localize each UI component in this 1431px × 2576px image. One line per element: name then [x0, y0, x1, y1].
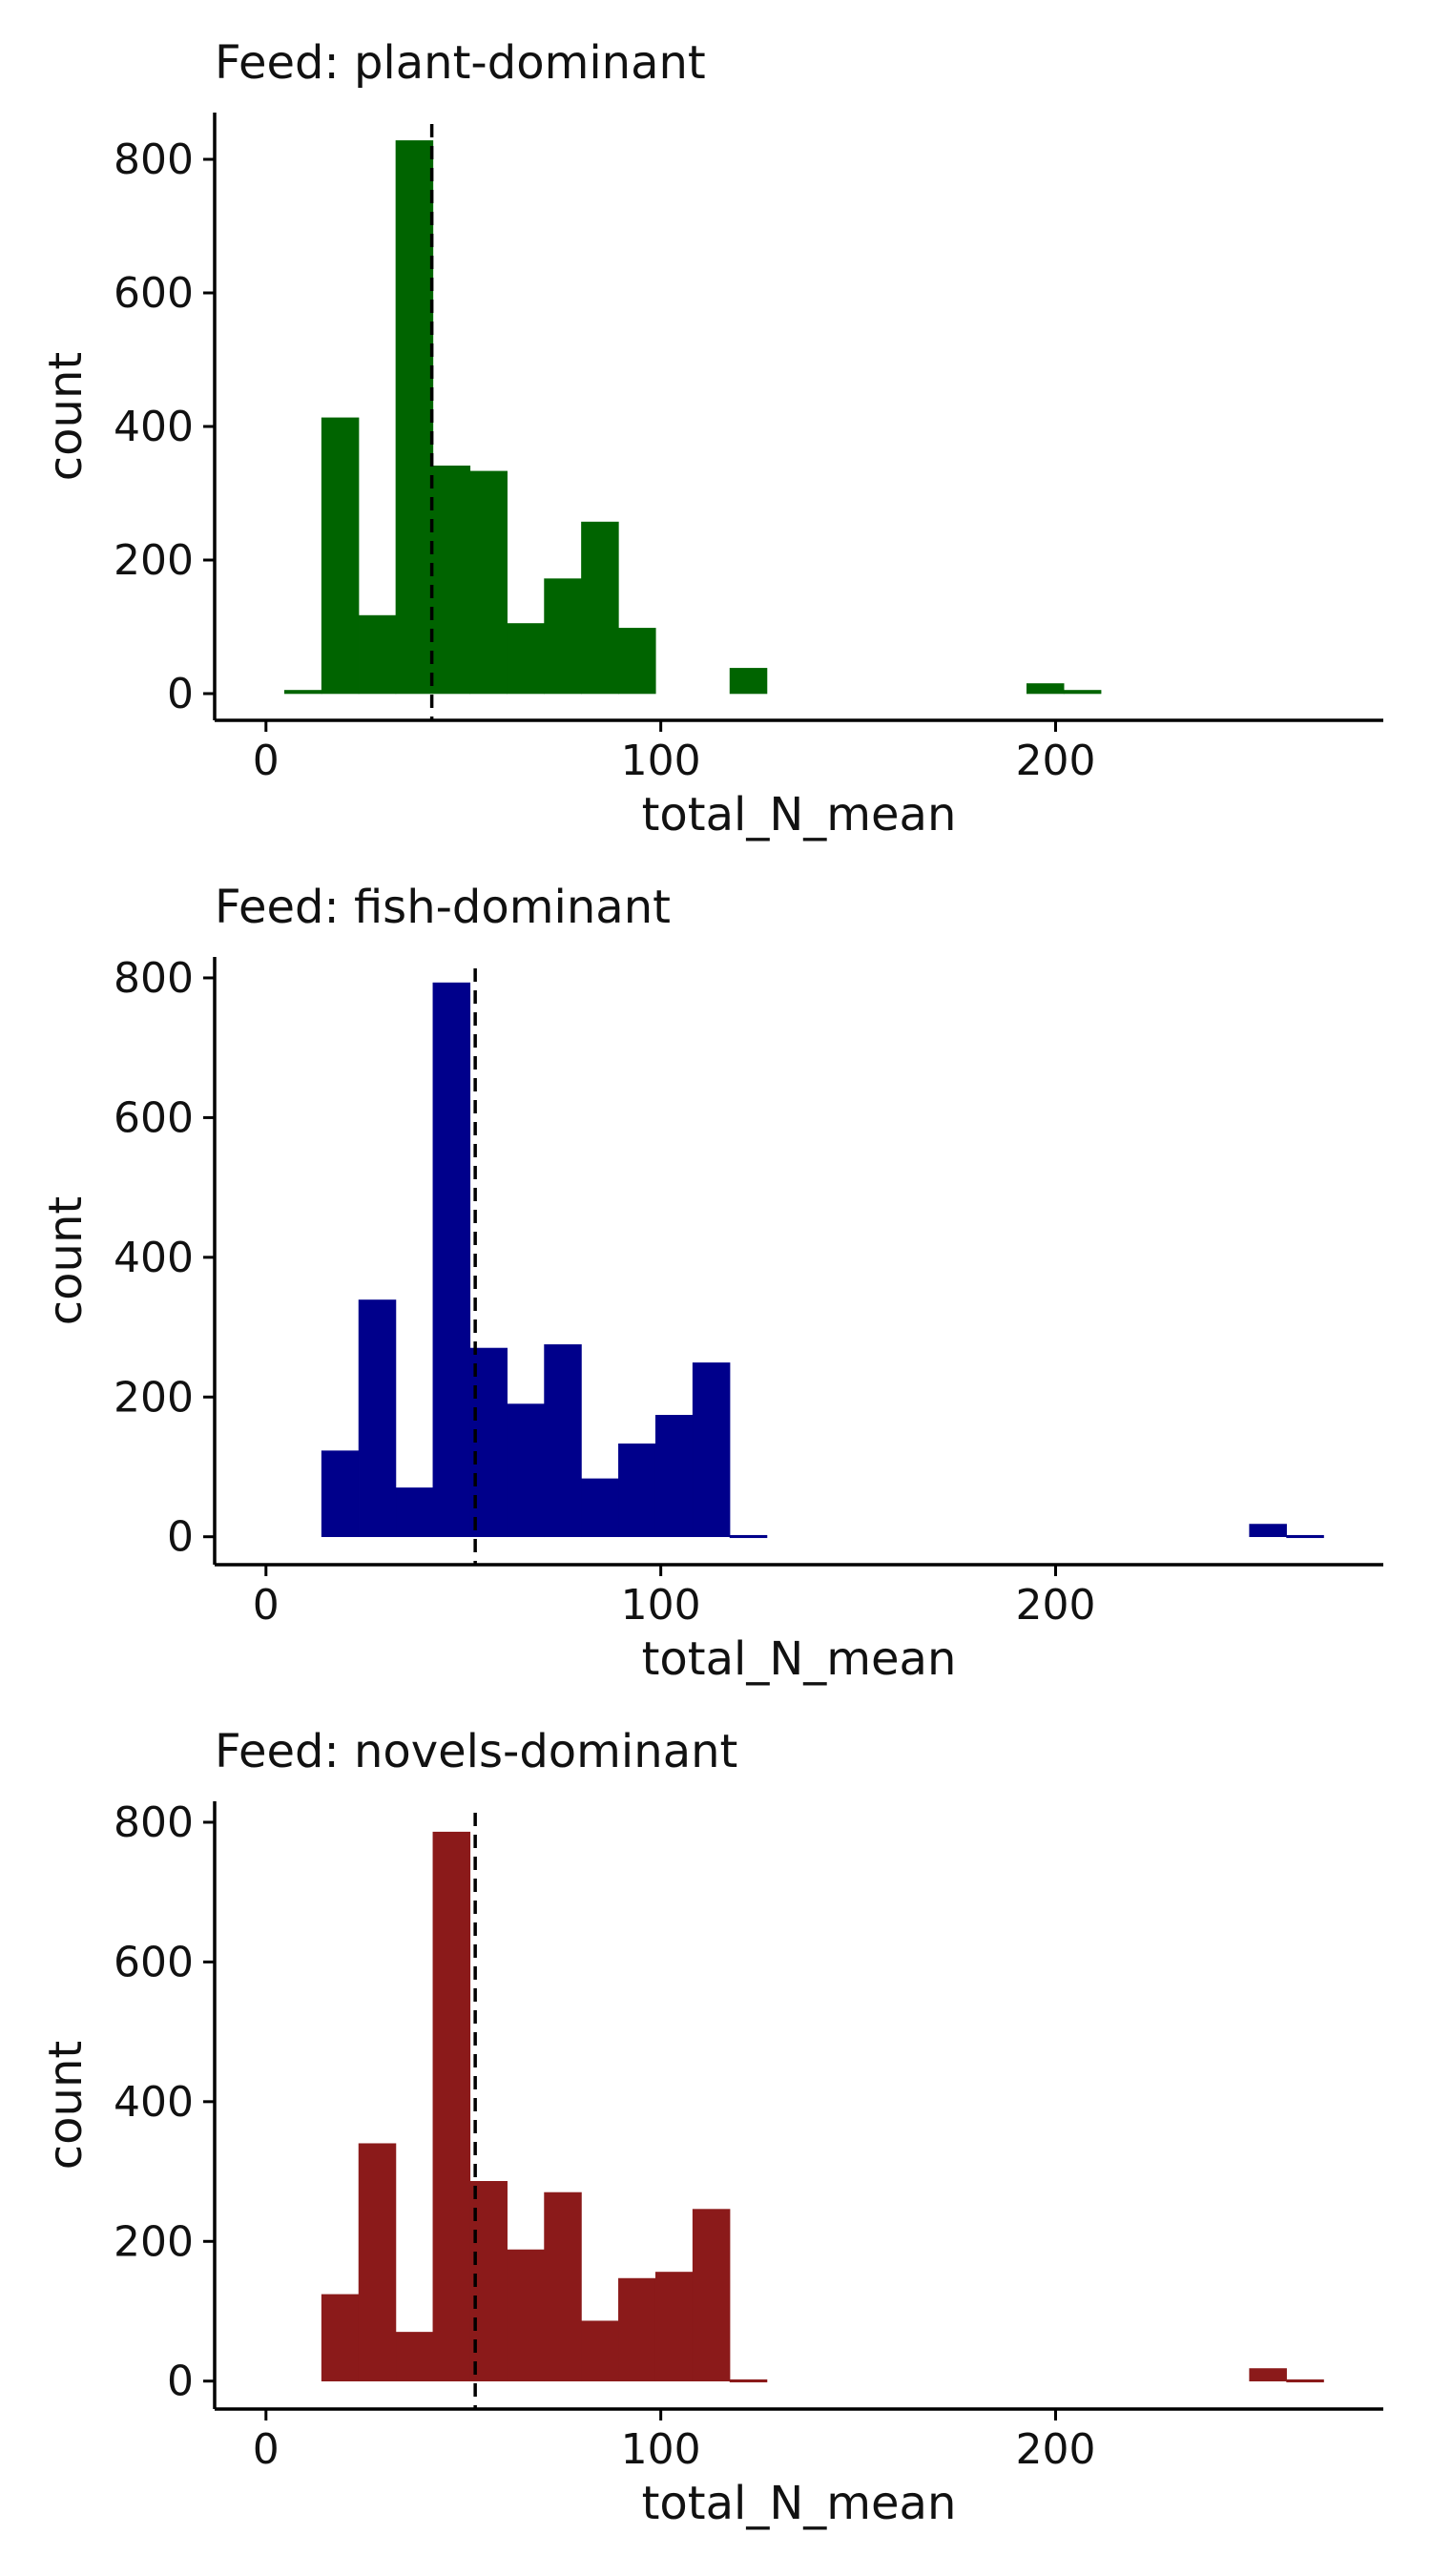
histogram-bar [1286, 1534, 1324, 1539]
y-tick-label: 200 [114, 2217, 194, 2266]
x-tick-label: 200 [1016, 737, 1096, 785]
histogram-bar [618, 2277, 656, 2382]
x-tick-label: 100 [621, 1581, 701, 1630]
y-tick-label: 0 [167, 2358, 194, 2406]
histogram-bar [1026, 683, 1065, 695]
histogram-bar [544, 2192, 582, 2382]
histogram-bar [358, 1299, 397, 1538]
x-axis-title: total_N_mean [642, 2477, 957, 2530]
x-tick-label: 200 [1016, 1581, 1096, 1630]
histogram-bar [432, 982, 471, 1538]
y-axis-title: count [39, 1196, 93, 1325]
histogram-bar [654, 2272, 694, 2382]
y-tick-label: 400 [114, 403, 194, 451]
histogram-bar [507, 623, 545, 695]
x-axis-title: total_N_mean [642, 788, 957, 841]
y-tick-label: 600 [114, 1938, 194, 1986]
histogram-bar [1249, 1524, 1287, 1538]
x-tick-label: 200 [1016, 2425, 1096, 2474]
histogram-bar [729, 2379, 768, 2383]
y-tick-label: 800 [114, 135, 194, 184]
histogram-bar [321, 1450, 360, 1538]
histogram-bar [358, 2143, 397, 2382]
y-tick-label: 800 [114, 1798, 194, 1847]
histogram-bar [507, 2249, 545, 2382]
y-tick-label: 600 [114, 269, 194, 318]
y-tick-label: 200 [114, 1373, 194, 1422]
histogram-bar [729, 668, 768, 695]
histogram-bar [321, 417, 360, 695]
x-tick-label: 100 [621, 737, 701, 785]
x-tick-label: 0 [253, 737, 280, 785]
histogram-bar [729, 1534, 768, 1539]
histogram-bar [432, 465, 471, 695]
histogram-bar [618, 628, 656, 695]
histogram-bar [358, 614, 397, 695]
histogram-bar [395, 2332, 434, 2382]
histogram-bar [395, 1487, 434, 1538]
histogram-bar [581, 2320, 619, 2382]
histogram-bar [581, 1478, 619, 1538]
histogram-bar [692, 2209, 731, 2382]
histogram-bar [544, 1344, 582, 1538]
histogram-bar [1286, 2379, 1324, 2383]
y-tick-label: 400 [114, 2078, 194, 2127]
y-tick-label: 200 [114, 536, 194, 585]
histogram-bar [1249, 2368, 1287, 2382]
histogram-bar [395, 140, 434, 695]
y-tick-label: 600 [114, 1093, 194, 1142]
facet-title: Feed: fish-dominant [215, 881, 671, 934]
x-tick-label: 100 [621, 2425, 701, 2474]
histogram-bar [432, 1831, 471, 2382]
facet-title: Feed: plant-dominant [215, 36, 706, 90]
y-axis-title: count [39, 352, 93, 481]
histogram-bar [283, 690, 322, 695]
histogram-bar [469, 470, 508, 695]
histogram-bar [507, 1403, 545, 1538]
x-axis-title: total_N_mean [642, 1632, 957, 1686]
y-tick-label: 0 [167, 1513, 194, 1562]
y-axis-title: count [39, 2041, 93, 2170]
histogram-bar [654, 1415, 694, 1538]
y-tick-label: 800 [114, 954, 194, 1003]
histogram-bar [692, 1362, 731, 1538]
y-tick-label: 0 [167, 670, 194, 718]
facet-title: Feed: novels-dominant [215, 1725, 737, 1778]
x-tick-label: 0 [253, 1581, 280, 1630]
histogram-bar [1063, 690, 1102, 695]
y-tick-label: 400 [114, 1234, 194, 1282]
histogram-bar [544, 578, 582, 695]
histogram-bar [618, 1444, 656, 1538]
histogram-bar [321, 2294, 360, 2382]
histogram-bar [581, 521, 619, 695]
x-tick-label: 0 [253, 2425, 280, 2474]
